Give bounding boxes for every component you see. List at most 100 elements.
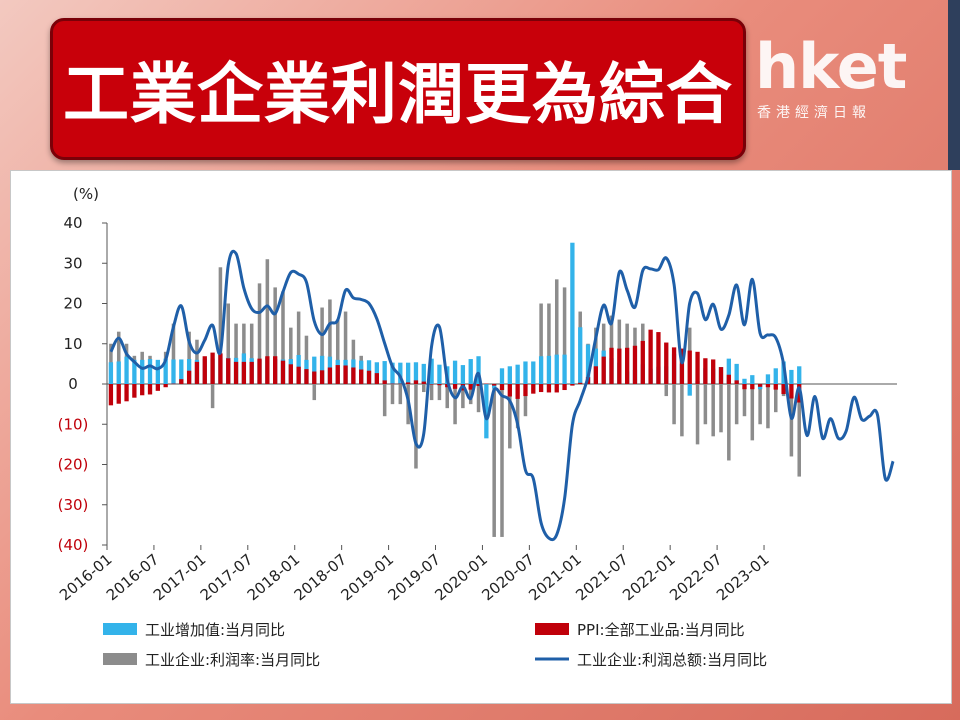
bar-industrial-value-added [523, 361, 528, 384]
bar-ppi [695, 351, 700, 384]
bar-profit-margin [554, 279, 559, 384]
bar-ppi [312, 371, 317, 384]
bar-industrial-value-added [789, 369, 794, 384]
bar-profit-margin [695, 384, 700, 445]
chart-panel: (%) 40 30 20 10 0 (10) (20) (30) (40) 2016-01 201… [10, 170, 952, 704]
bar-profit-margin [468, 384, 473, 405]
bar-industrial-value-added [687, 384, 692, 396]
bar-industrial-value-added [562, 354, 567, 384]
bar-ppi [789, 384, 794, 399]
bar-ppi [265, 356, 270, 384]
bar-profit-margin [226, 303, 230, 384]
bar-profit-margin [390, 384, 395, 405]
bar-ppi [186, 370, 192, 384]
bar-ppi [750, 384, 755, 390]
bar-profit-margin [437, 384, 442, 401]
bar-profit-margin [210, 384, 215, 409]
bar-industrial-value-added [585, 344, 591, 384]
y-tick-label: 40 [63, 214, 82, 232]
bar-profit-margin [422, 384, 426, 393]
bar-ppi [492, 384, 497, 386]
legend-label: 工业企业:利润总额:当月同比 [577, 651, 767, 669]
bar-ppi [390, 383, 395, 385]
bar-profit-margin [766, 384, 770, 429]
y-tick-label: (20) [58, 456, 89, 474]
bar-industrial-value-added [405, 362, 411, 384]
bar-industrial-value-added [515, 364, 520, 384]
bar-ppi [210, 352, 215, 384]
legend-swatch [103, 623, 137, 635]
bar-ppi [335, 365, 340, 384]
bar-ppi [304, 369, 309, 384]
bar-industrial-value-added [108, 362, 114, 384]
bar-profit-margin [320, 307, 324, 384]
bar-ppi [562, 384, 567, 391]
bar-industrial-value-added [554, 354, 559, 384]
bar-ppi [726, 374, 731, 384]
bar-profit-margin [797, 384, 801, 477]
bar-industrial-value-added [531, 361, 536, 384]
bar-profit-margin [734, 384, 739, 425]
bar-industrial-value-added [484, 384, 489, 439]
bar-profit-margin [335, 319, 340, 384]
legend-swatch [535, 623, 569, 635]
bar-ppi [601, 356, 606, 384]
bar-ppi [429, 384, 434, 385]
bar-industrial-value-added [132, 359, 137, 384]
bar-ppi [554, 384, 559, 393]
bar-ppi [757, 384, 763, 387]
bar-ppi [523, 384, 528, 397]
bar-profit-margin [461, 384, 465, 409]
bar-industrial-value-added [116, 361, 121, 384]
bar-ppi [765, 384, 771, 388]
bar-ppi [632, 345, 638, 384]
bar-ppi [640, 340, 645, 384]
bar-profit-margin [414, 384, 418, 469]
bar-ppi [499, 384, 505, 391]
bar-profit-margin [703, 384, 708, 425]
bar-industrial-value-added [570, 242, 575, 384]
bar-ppi [124, 384, 129, 402]
y-tick-label: (30) [58, 496, 89, 514]
bar-ppi [147, 384, 153, 395]
bar-ppi [202, 356, 207, 384]
bar-profit-margin [296, 311, 301, 384]
legend-label: 工业增加值:当月同比 [145, 621, 285, 639]
bar-ppi [734, 380, 739, 384]
bar-ppi [288, 364, 293, 384]
bar-ppi [437, 384, 442, 386]
bar-industrial-value-added [437, 364, 442, 384]
bar-industrial-value-added [155, 359, 160, 384]
bar-ppi [140, 384, 145, 396]
bar-ppi [452, 384, 458, 389]
bar-industrial-value-added [499, 368, 505, 384]
bar-industrial-value-added [421, 363, 426, 384]
bar-industrial-value-added [765, 374, 771, 384]
bar-profit-margin [453, 384, 457, 425]
bar-ppi [578, 382, 583, 384]
bar-ppi [515, 384, 520, 399]
x-tick-label: 2023-01 [713, 550, 773, 604]
bar-profit-margin [289, 327, 293, 384]
bar-profit-margin [281, 291, 285, 384]
bar-profit-margin [257, 283, 262, 384]
bar-industrial-value-added [382, 361, 387, 384]
bar-ppi [703, 358, 708, 384]
bar-ppi [163, 384, 168, 388]
bar-profit-margin [727, 384, 731, 461]
bar-ppi [687, 350, 692, 384]
y-tick-label: (10) [58, 415, 89, 433]
bar-ppi [359, 369, 364, 384]
bar-ppi [538, 384, 544, 393]
bar-industrial-value-added [429, 358, 434, 384]
bar-ppi [241, 361, 247, 384]
bar-profit-margin [343, 311, 348, 384]
bar-industrial-value-added [452, 360, 458, 384]
bar-industrial-value-added [312, 356, 317, 384]
bar-ppi [343, 365, 348, 384]
bar-industrial-value-added [773, 368, 778, 384]
bar-ppi [656, 332, 661, 384]
bar-ppi [405, 382, 411, 384]
bar-industrial-value-added [742, 378, 747, 384]
bar-profit-margin [492, 384, 496, 537]
